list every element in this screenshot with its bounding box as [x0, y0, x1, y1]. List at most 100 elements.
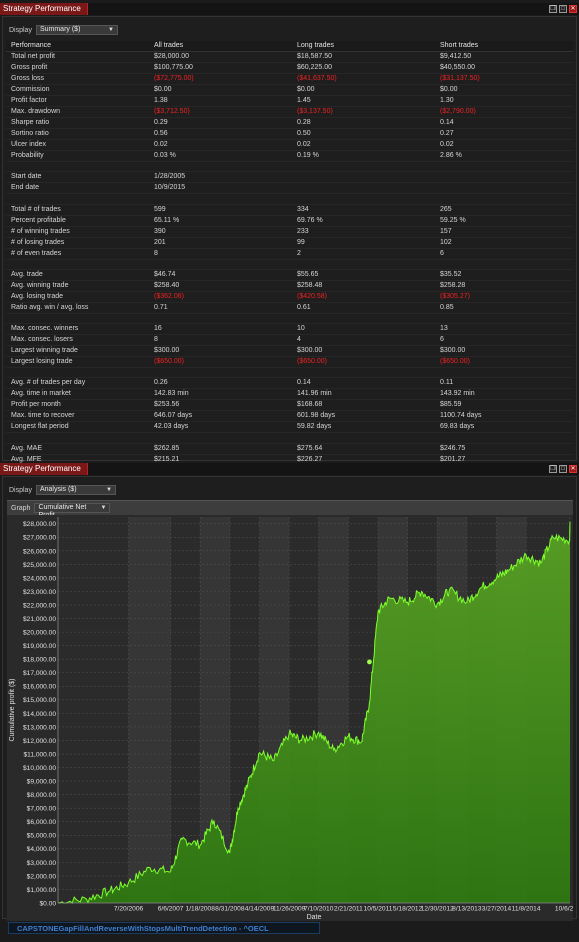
window-title-tab[interactable]: Strategy Performance	[0, 3, 88, 15]
restore-icon[interactable]: ❐	[549, 465, 557, 473]
table-row: Sharpe ratio 0.29 0.28 0.14	[6, 117, 573, 129]
table-cell-long: 4	[292, 334, 435, 346]
x-tick-label: 6/6/2007	[158, 906, 184, 913]
table-cell-label: Ulcer index	[6, 139, 149, 151]
table-cell-all: $0.00	[149, 84, 292, 96]
graph-select[interactable]: Cumulative Net Profit ▼	[34, 503, 111, 519]
table-cell-label: Max. consec. winners	[6, 323, 149, 335]
display-select[interactable]: Summary ($) ▼	[35, 25, 118, 35]
table-row: Probability 0.03 % 0.19 % 2.86 %	[6, 150, 573, 162]
table-cell-label: End date	[6, 182, 149, 195]
table-row: Commission $0.00 $0.00 $0.00	[6, 84, 573, 96]
window-title-tab-2[interactable]: Strategy Performance	[0, 463, 88, 475]
table-cell-label	[6, 432, 149, 444]
display-select-2[interactable]: Analysis ($) ▼	[35, 485, 116, 495]
table-cell-long: 0.19 %	[292, 150, 435, 162]
table-cell-short: 1100.74 days	[435, 410, 573, 423]
table-cell-label: Gross loss	[6, 73, 149, 85]
table-row: Longest flat period 42.03 days 59.82 days 6…	[6, 421, 573, 434]
table-cell-short: 69.83 days	[435, 421, 573, 434]
x-tick-label: 7/10/2010	[304, 906, 334, 913]
y-tick-label: $25,000.00	[23, 562, 56, 569]
y-tick-label: $0.00	[39, 900, 56, 907]
table-cell-short: 265	[435, 204, 573, 216]
table-row: Percent profitable 65.11 % 69.76 % 59.25 %	[6, 215, 573, 227]
table-row: Avg. trade $46.74 $55.65 $35.52	[6, 269, 573, 281]
x-tick-label: 10/6/2015	[555, 906, 573, 913]
table-cell-label: Sortino ratio	[6, 128, 149, 140]
table-cell-label: Avg. MAE	[6, 443, 149, 455]
maximize-icon[interactable]: □	[559, 465, 567, 473]
table-cell-short	[435, 193, 573, 205]
x-tick-label: 11/8/2014	[512, 906, 541, 913]
maximize-icon[interactable]: □	[559, 5, 567, 13]
table-cell-long: 0.61	[292, 302, 435, 314]
table-cell-long	[292, 171, 435, 184]
table-row: Avg. # of trades per day 0.26 0.14 0.11	[6, 377, 573, 390]
table-cell-all: 0.71	[149, 302, 292, 314]
display-select-value: Summary ($)	[39, 26, 81, 33]
table-cell-all: 0.26	[149, 377, 292, 390]
table-cell-all: 646.07 days	[149, 410, 292, 423]
table-cell-all: 390	[149, 226, 292, 238]
y-tick-label: $5,000.00	[27, 833, 57, 840]
table-cell-short: 0.27	[435, 128, 573, 140]
y-tick-label: $7,000.00	[27, 806, 57, 813]
table-cell-short: $9,412.50	[435, 51, 573, 63]
table-cell-long	[292, 432, 435, 444]
table-row: Total # of trades 599 334 265	[6, 204, 573, 216]
table-cell-all: $300.00	[149, 345, 292, 357]
x-tick-label: 12/30/2012	[421, 906, 454, 913]
performance-table: Performance All trades Long trades Short…	[6, 41, 573, 477]
table-row: Gross loss ($72,775.00) ($41,637.50) ($31,1…	[6, 73, 573, 85]
display-label: Display	[9, 26, 32, 34]
strategy-performance-window-titlebar: Strategy Performance ❐ □ ✕	[0, 3, 579, 15]
close-icon[interactable]: ✕	[569, 5, 577, 13]
table-cell-long: ($41,637.50)	[292, 73, 435, 85]
table-cell-short: 143.92 min	[435, 388, 573, 401]
table-cell-long	[292, 313, 435, 325]
table-cell-label: Avg. time in market	[6, 388, 149, 401]
y-tick-label: $4,000.00	[27, 846, 57, 853]
header-all-trades: All trades	[149, 41, 292, 52]
table-cell-label	[6, 367, 149, 379]
table-cell-short: ($650.00)	[435, 356, 573, 368]
x-tick-label: 5/18/2012	[393, 906, 423, 913]
table-cell-label: Longest flat period	[6, 421, 149, 434]
table-cell-long: 0.14	[292, 377, 435, 390]
table-cell-label: Commission	[6, 84, 149, 96]
display-label-2: Display	[9, 486, 32, 494]
table-cell-long	[292, 161, 435, 173]
y-tick-label: $3,000.00	[27, 860, 57, 867]
x-tick-label: 1/18/2008	[186, 906, 216, 913]
annotation-marker	[367, 659, 372, 665]
table-cell-label: Start date	[6, 171, 149, 184]
table-cell-long: $60,225.00	[292, 62, 435, 74]
chevron-down-icon: ▼	[108, 27, 114, 33]
table-cell-short: 0.85	[435, 302, 573, 314]
header-short-trades: Short trades	[435, 41, 573, 52]
table-row: Max. drawdown ($3,712.50) ($3,137.50) ($2,7…	[6, 106, 573, 118]
table-cell-short	[435, 161, 573, 173]
close-icon[interactable]: ✕	[569, 465, 577, 473]
table-cell-long	[292, 259, 435, 270]
table-cell-label: Avg. # of trades per day	[6, 377, 149, 390]
table-row: Gross profit $100,775.00 $60,225.00 $40,550…	[6, 62, 573, 74]
table-cell-short: 1.30	[435, 95, 573, 107]
table-cell-long: 69.76 %	[292, 215, 435, 227]
table-cell-short	[435, 432, 573, 444]
x-tick-label: 3/27/2014	[482, 906, 512, 913]
table-cell-all: 142.83 min	[149, 388, 292, 401]
y-tick-label: $18,000.00	[23, 657, 56, 664]
table-cell-label: Total net profit	[6, 51, 149, 63]
strategy-name-tab[interactable]: CAPSTONEGapFillAndReverseWithStopsMultiT…	[8, 922, 320, 934]
x-axis-label: Date	[307, 914, 322, 921]
x-tick-label: 10/5/2011	[364, 906, 393, 913]
restore-icon[interactable]: ❐	[549, 5, 557, 13]
table-cell-all: 65.11 %	[149, 215, 292, 227]
table-row	[6, 161, 573, 173]
y-tick-label: $24,000.00	[23, 575, 56, 582]
table-cell-short: 6	[435, 334, 573, 346]
table-cell-short: $246.75	[435, 443, 573, 455]
table-cell-all	[149, 313, 292, 325]
